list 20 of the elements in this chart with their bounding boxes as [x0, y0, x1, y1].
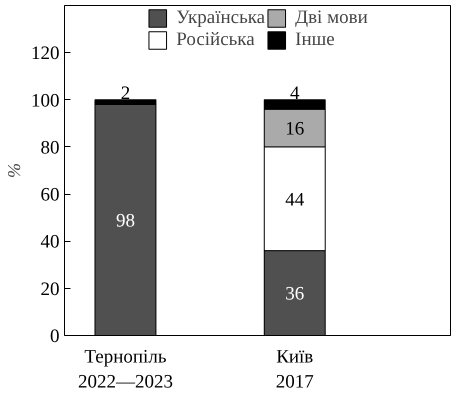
- data-label: 16: [285, 118, 304, 140]
- legend-label: Російська: [176, 29, 255, 51]
- y-tick-label: 20: [40, 278, 60, 300]
- y-tick-label: 80: [40, 137, 60, 158]
- data-label: 44: [285, 189, 305, 210]
- data-label: 36: [285, 284, 304, 305]
- y-tick-label: 40: [40, 232, 60, 253]
- y-tick-label: 60: [40, 184, 60, 206]
- legend-label: Дві мови: [295, 7, 368, 29]
- y-tick-label: 0: [50, 326, 60, 347]
- data-label: 98: [116, 210, 135, 232]
- legend-label: Інше: [295, 29, 335, 51]
- data-label: 4: [290, 82, 300, 104]
- legend-label: Українська: [176, 7, 266, 29]
- y-tick-label: 100: [31, 90, 60, 112]
- y-tick-label: 120: [31, 43, 60, 64]
- data-label: 2: [120, 82, 130, 104]
- x-tick-label: Київ 2017: [276, 346, 314, 393]
- y-axis-title: %: [4, 162, 24, 178]
- x-tick-label: Тернопіль 2022—2023: [78, 346, 173, 393]
